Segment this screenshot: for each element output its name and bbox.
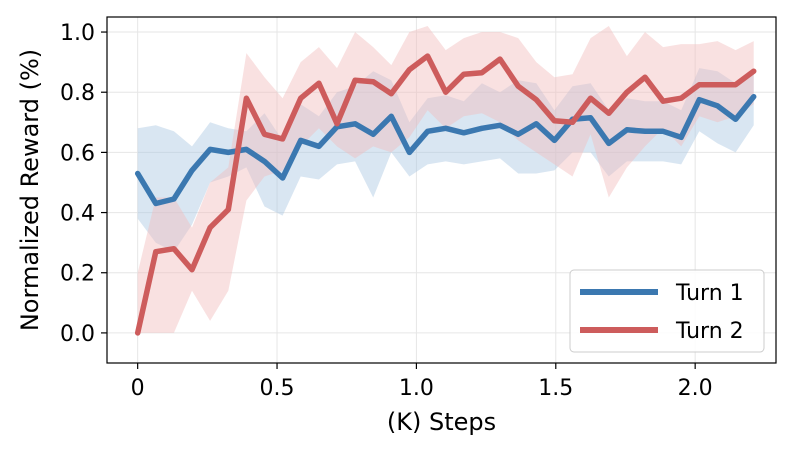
x-tick-label: 0 [131, 376, 145, 401]
y-tick-label: 0.4 [60, 202, 95, 227]
y-tick-label: 1.0 [60, 21, 95, 46]
y-axis-label: Normalized Reward (%) [16, 49, 44, 331]
x-tick-label: 1.0 [399, 376, 434, 401]
plot-frame [106, 16, 777, 364]
legend: Turn 1 Turn 2 [569, 269, 765, 353]
series-line-turn-2 [134, 53, 757, 336]
x-tick-label: 1.5 [538, 376, 573, 401]
axis-ticks: 0 0.5 1.0 1.5 2.0 0.0 0.2 0.4 0.6 0.8 1.0 [60, 21, 713, 401]
x-tick-label: 2.0 [678, 376, 713, 401]
y-tick-label: 0.6 [60, 141, 95, 166]
legend-label-turn-2: Turn 2 [675, 319, 744, 344]
y-tick-label: 0.8 [60, 81, 95, 106]
series-lines [134, 53, 757, 336]
x-tick-label: 0.5 [260, 376, 295, 401]
y-tick-label: 0.0 [60, 322, 95, 347]
grid [107, 17, 776, 363]
legend-label-turn-1: Turn 1 [675, 281, 744, 306]
x-axis-label: (K) Steps [387, 408, 496, 436]
band-turn-1 [137, 68, 754, 252]
y-tick-label: 0.2 [60, 262, 95, 287]
